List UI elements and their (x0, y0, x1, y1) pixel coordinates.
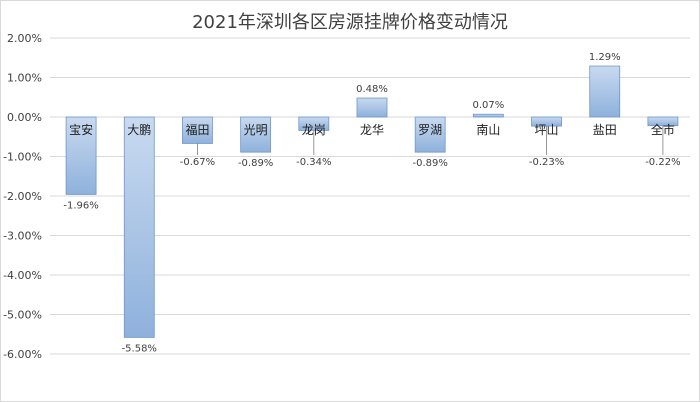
y-tick-label: -2.00% (3, 190, 42, 203)
bar (472, 113, 504, 118)
y-axis: 2.00% 1.00% 0.00% -1.00% -2.00% -3.00% -4.00% -… (3, 32, 42, 361)
bar (182, 116, 213, 144)
data-label: -0.22% (645, 157, 680, 168)
bar (589, 65, 621, 118)
category-label: 南山 (476, 122, 500, 137)
y-tick-label: 0.00% (7, 111, 42, 124)
label-layer: 宝安 -1.96% 大鹏 -5.58% 福田 -0.67% 光明 -0.89% 龙岗 -0.34%… (63, 52, 680, 354)
y-tick-label: -5.00% (3, 309, 42, 322)
data-label: -0.89% (238, 158, 273, 169)
data-label: 0.48% (356, 84, 388, 95)
category-label: 罗湖 (418, 122, 442, 137)
y-tick-label: 1.00% (7, 72, 42, 85)
data-label: -0.23% (529, 157, 564, 168)
bar (123, 116, 155, 338)
category-label: 大鹏 (127, 123, 151, 137)
bar-layer (65, 65, 679, 338)
bar (65, 116, 97, 195)
y-tick-label: 2.00% (7, 32, 42, 45)
bar (240, 116, 272, 153)
bar (414, 116, 446, 153)
y-tick-label: -3.00% (3, 230, 42, 243)
y-tick-label: -1.00% (3, 151, 42, 164)
category-label: 宝安 (69, 122, 93, 137)
data-label: -5.58% (122, 343, 157, 354)
data-label: -1.96% (63, 200, 98, 211)
data-label: -0.89% (412, 158, 447, 169)
chart-title: 2021年深圳各区房源挂牌价格变动情况 (192, 12, 508, 33)
data-label: -0.67% (180, 157, 215, 168)
category-label: 龙岗 (302, 123, 326, 137)
category-label: 盐田 (593, 123, 617, 137)
category-label: 光明 (244, 123, 268, 137)
data-label: 1.29% (589, 52, 621, 63)
y-tick-label: -4.00% (3, 269, 42, 282)
data-label: -0.34% (296, 157, 331, 168)
category-label: 龙华 (360, 123, 384, 137)
data-label: 0.07% (472, 100, 504, 111)
bar (356, 97, 388, 118)
y-tick-label: -6.00% (3, 348, 42, 361)
category-label: 福田 (185, 122, 209, 137)
